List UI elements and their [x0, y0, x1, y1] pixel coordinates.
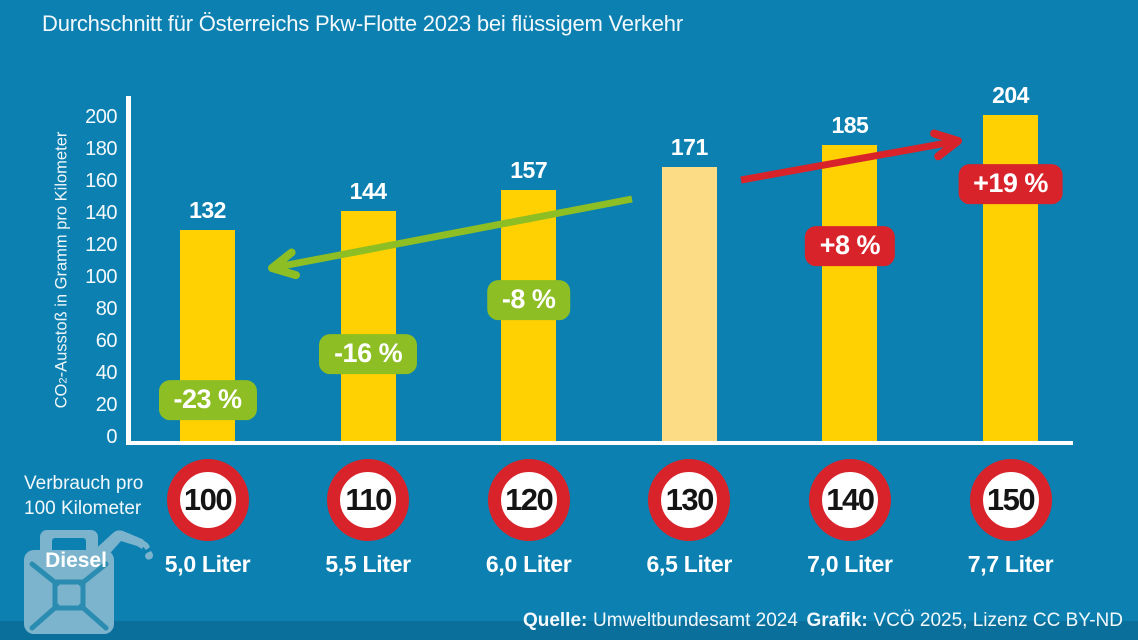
speed-limit-sign: 120: [487, 459, 570, 541]
bar-value-label: 132: [189, 197, 226, 223]
speed-limit-sign: 100: [166, 459, 249, 541]
speed-limit-value: 150: [986, 482, 1036, 517]
consumption-note-line1: Verbrauch pro: [24, 473, 144, 494]
bar: [340, 211, 396, 441]
speed-limit-value: 120: [505, 482, 554, 517]
percent-badge: +19 %: [958, 164, 1063, 204]
y-tick-label: 140: [85, 202, 117, 224]
bar-value-label: 171: [670, 134, 708, 160]
diesel-label: Diesel: [45, 549, 107, 572]
speed-limit-value: 130: [665, 482, 715, 517]
speed-limit-value: 100: [183, 482, 233, 517]
consumption-label: 7,7 Liter: [967, 551, 1054, 577]
y-tick-label: 20: [95, 394, 118, 416]
decrease-trend-arrow: [268, 195, 633, 280]
y-tick-label: 100: [85, 266, 117, 288]
speed-limit-sign: 140: [808, 459, 891, 541]
percent-badge: -23 %: [158, 380, 257, 420]
bar: [661, 167, 717, 441]
consumption-note: Verbrauch pro 100 Kilometer: [24, 471, 143, 521]
y-tick-label: 60: [95, 330, 118, 352]
bar-value-label: 204: [992, 82, 1029, 108]
bar-value-label: 144: [349, 178, 387, 204]
y-tick-label: 160: [85, 170, 117, 192]
y-tick-label: 180: [85, 138, 117, 160]
credit-label: Grafik:: [806, 610, 868, 631]
source-credit: Quelle: Umweltbundesamt 2024 Grafik: VCÖ 20…: [523, 610, 1123, 632]
y-tick-label: 200: [85, 106, 117, 128]
consumption-label: 5,0 Liter: [164, 551, 251, 577]
speed-limit-sign: 150: [969, 459, 1052, 541]
bar-value-label: 157: [510, 157, 548, 183]
x-axis-baseline: [126, 441, 1073, 445]
percent-badge: -8 %: [486, 280, 571, 320]
speed-limit-sign: 130: [648, 459, 731, 541]
consumption-label: 6,0 Liter: [485, 551, 572, 577]
y-tick-label: 0: [106, 426, 117, 448]
diesel-canister-icon: [16, 520, 166, 640]
y-axis-line: [126, 96, 131, 445]
speed-limit-sign: 110: [327, 459, 410, 541]
y-tick-label: 80: [95, 298, 118, 320]
source-label: Quelle:: [522, 610, 588, 631]
speed-limit-value: 110: [345, 482, 392, 517]
consumption-label: 7,0 Liter: [807, 551, 893, 577]
percent-badge: +8 %: [804, 226, 896, 266]
bar-value-label: 185: [831, 112, 869, 138]
percent-badge: -16 %: [319, 334, 418, 374]
bar: [822, 145, 878, 441]
source-text: Umweltbundesamt 2024: [593, 610, 798, 631]
y-tick-label: 40: [95, 362, 118, 384]
chart-title: Durchschnitt für Österreichs Pkw-Flotte …: [42, 11, 683, 36]
consumption-label: 5,5 Liter: [325, 551, 411, 577]
consumption-note-line2: 100 Kilometer: [24, 498, 142, 519]
y-tick-label: 120: [85, 234, 117, 256]
consumption-label: 6,5 Liter: [646, 551, 733, 577]
credit-text: VCÖ 2025, Lizenz CC BY-ND: [873, 610, 1123, 631]
footer-strip: [0, 621, 1138, 640]
speed-limit-value: 140: [826, 482, 875, 517]
